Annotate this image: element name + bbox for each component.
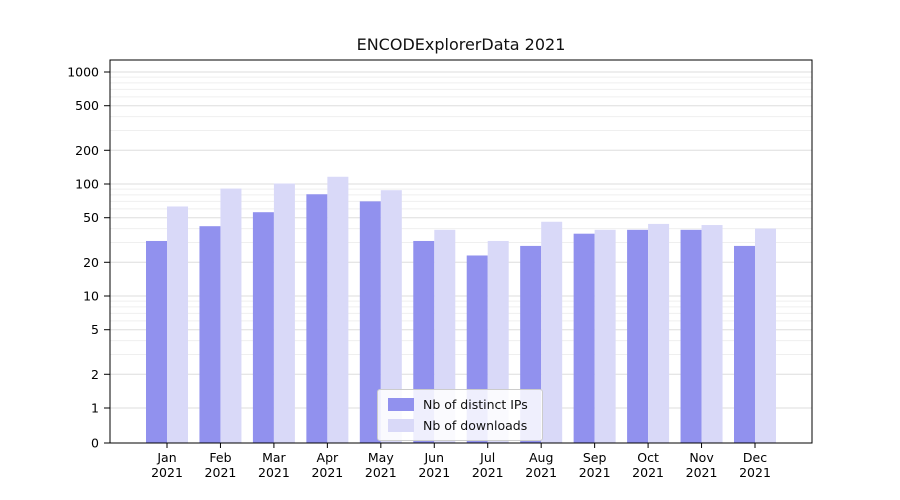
bar-downloads-oct	[648, 223, 670, 443]
legend: Nb of distinct IPs Nb of downloads	[377, 389, 543, 441]
legend-swatch-distinct-ips	[388, 398, 414, 411]
bar-distinct-ips-jan	[146, 240, 167, 443]
legend-entry-downloads: Nb of downloads	[388, 418, 532, 433]
y-tick-label: 200	[75, 143, 99, 158]
bar-downloads-nov	[701, 225, 723, 443]
x-tick-label-year: 2021	[311, 465, 343, 480]
x-tick-label-month: Apr	[317, 450, 339, 465]
bar-distinct-ips-may	[359, 201, 381, 443]
bar-downloads-mar	[273, 183, 295, 444]
x-tick-label-year: 2021	[632, 465, 664, 480]
bar-downloads-jan	[167, 206, 188, 443]
x-tick-label-year: 2021	[579, 465, 611, 480]
x-tick-label-year: 2021	[472, 465, 504, 480]
x-tick-label-month: Feb	[209, 450, 231, 465]
x-tick-label-year: 2021	[365, 465, 397, 480]
bar-downloads-apr	[327, 176, 349, 443]
legend-entry-distinct-ips: Nb of distinct IPs	[388, 397, 532, 412]
y-tick-label: 0	[91, 436, 99, 451]
bar-distinct-ips-feb	[199, 226, 221, 443]
legend-label-downloads: Nb of downloads	[423, 418, 528, 433]
y-tick-label: 10	[83, 289, 99, 304]
x-tick-label-year: 2021	[525, 465, 557, 480]
bar-distinct-ips-oct	[627, 229, 649, 443]
legend-swatch-downloads	[388, 419, 414, 432]
x-tick-label-year: 2021	[739, 465, 771, 480]
y-tick-label: 2	[91, 367, 99, 382]
y-tick-label: 100	[75, 177, 99, 192]
bar-distinct-ips-dec	[734, 245, 755, 443]
x-tick-label-month: Nov	[689, 450, 714, 465]
legend-label-distinct-ips: Nb of distinct IPs	[423, 397, 528, 412]
axis-box	[109, 59, 813, 444]
x-tick-label-month: Jun	[424, 450, 445, 465]
bar-distinct-ips-mar	[252, 212, 274, 443]
x-tick-label-year: 2021	[151, 465, 183, 480]
x-tick-label-month: Jul	[479, 450, 495, 465]
x-tick-label-year: 2021	[258, 465, 290, 480]
bar-downloads-may	[380, 190, 402, 443]
bar-distinct-ips-apr	[306, 194, 328, 443]
y-tick-label: 20	[83, 255, 99, 270]
bar-downloads-aug	[541, 221, 563, 443]
x-tick-label-year: 2021	[418, 465, 450, 480]
x-tick-label-year: 2021	[686, 465, 718, 480]
x-tick-label-year: 2021	[205, 465, 237, 480]
bar-downloads-sep	[594, 229, 616, 443]
y-tick-label: 1	[91, 401, 99, 416]
bar-downloads-dec	[755, 228, 776, 443]
chart-title: ENCODExplorerData 2021	[356, 35, 566, 54]
y-tick-label: 50	[83, 210, 99, 225]
x-tick-label-month: Oct	[637, 450, 659, 465]
bar-distinct-ips-sep	[573, 233, 595, 443]
y-tick-label: 1000	[67, 65, 99, 80]
x-tick-label-month: Sep	[583, 450, 607, 465]
x-tick-label-month: Jan	[156, 450, 176, 465]
x-tick-label-month: May	[368, 450, 394, 465]
x-tick-label-month: Mar	[262, 450, 286, 465]
x-tick-label-month: Aug	[529, 450, 553, 465]
bar-downloads-feb	[220, 188, 242, 443]
x-tick-label-month: Dec	[743, 450, 767, 465]
bar-distinct-ips-nov	[680, 229, 702, 443]
y-tick-label: 5	[91, 322, 99, 337]
y-tick-label: 500	[75, 98, 99, 113]
